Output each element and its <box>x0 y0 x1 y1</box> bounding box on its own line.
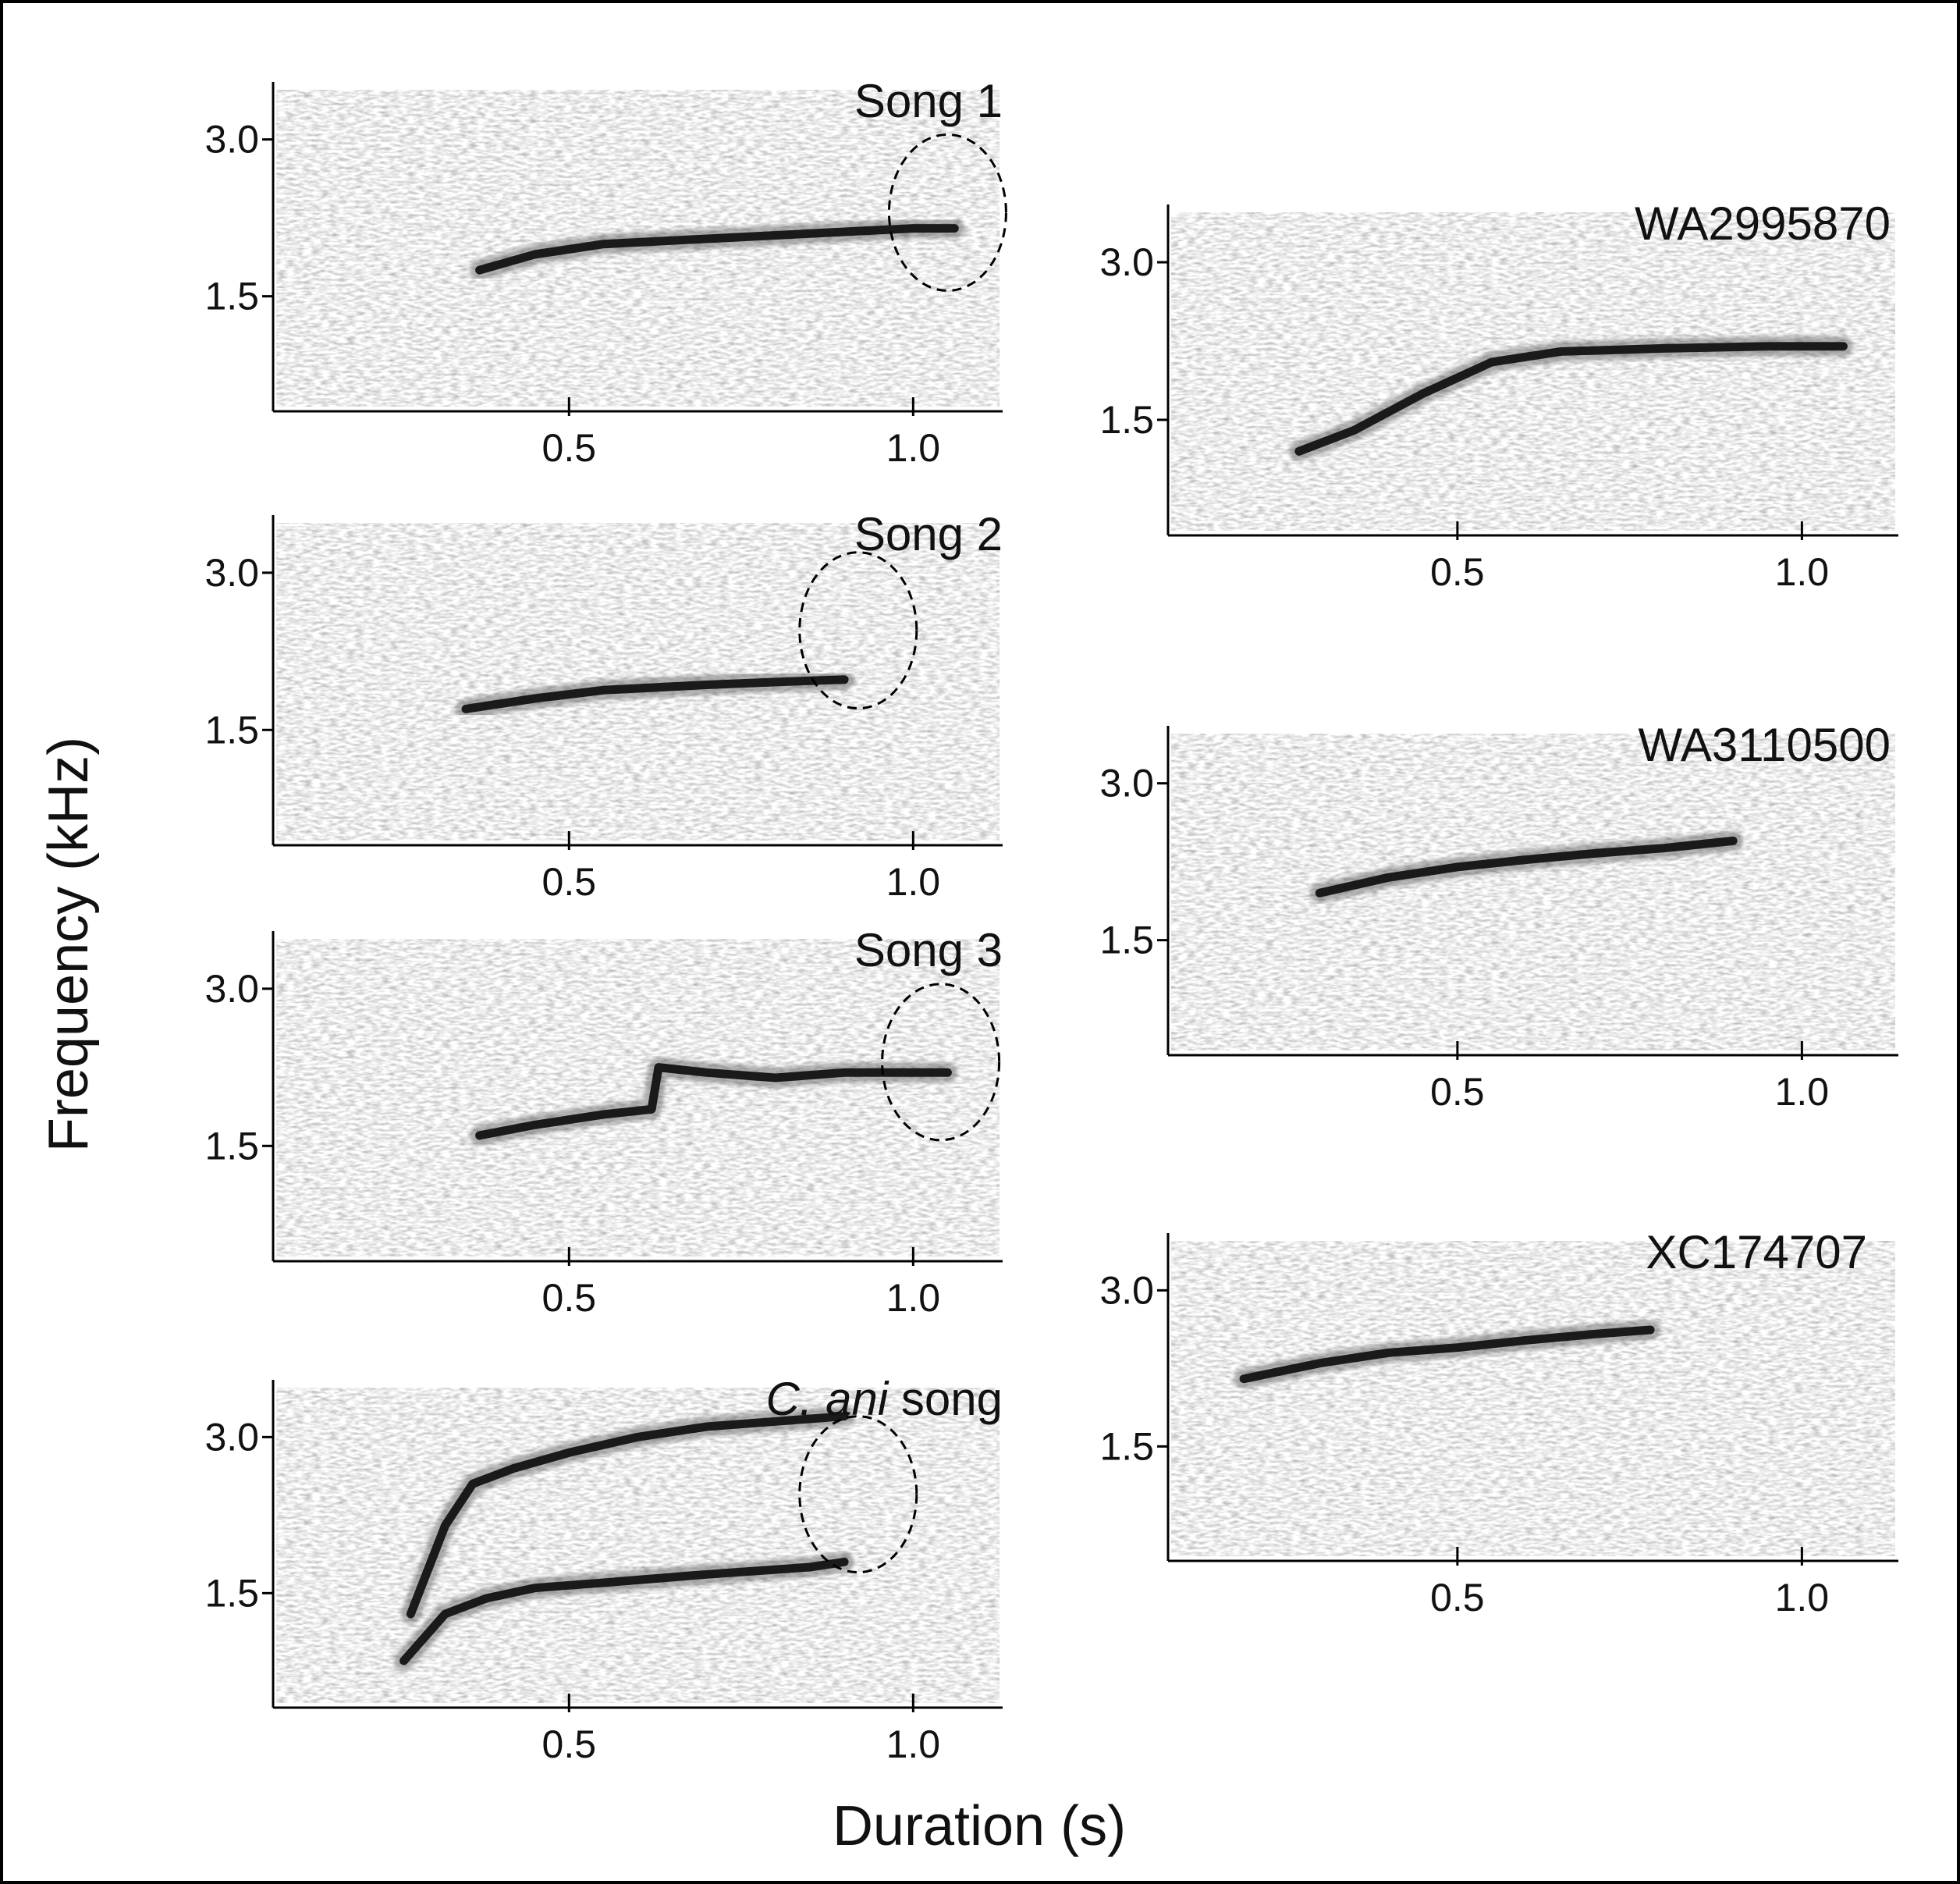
x-tick-label: 1.0 <box>886 1276 941 1320</box>
y-tick-label: 1.5 <box>1099 919 1154 962</box>
spectrogram-panel: 1.5 3.0 0.5 1.0 Song 3 <box>204 924 1003 1320</box>
y-tick-label: 1.5 <box>204 708 259 752</box>
y-tick-label: 3.0 <box>1099 240 1154 284</box>
panel-title: XC174707 <box>1646 1226 1867 1278</box>
spectrogram-noise <box>1171 212 1895 531</box>
x-tick-label: 0.5 <box>1430 1576 1485 1619</box>
series-line <box>475 1063 952 1140</box>
y-tick-label: 1.5 <box>1099 1424 1154 1468</box>
highlight-ellipse <box>887 133 1007 292</box>
y-tick-label: 3.0 <box>1099 1268 1154 1312</box>
y-tick-label: 3.0 <box>204 1415 259 1459</box>
panel-title: C. ani song <box>765 1373 1003 1425</box>
series-line <box>1239 1325 1655 1384</box>
y-tick-label: 3.0 <box>1099 762 1154 805</box>
spectrogram-panel: 1.5 3.0 0.5 1.0 C. ani song <box>204 1373 1003 1766</box>
panel-title-species: C. ani <box>765 1373 889 1425</box>
y-tick-label: 3.0 <box>204 551 259 595</box>
panel-title: WA2995870 <box>1635 197 1891 250</box>
series-line <box>406 1412 849 1619</box>
panel-title-suffix: song <box>888 1373 1003 1425</box>
spectrogram-panel: 1.5 3.0 0.5 1.0 Song 2 <box>204 508 1003 904</box>
x-tick-label: 1.0 <box>886 426 941 470</box>
x-tick-label: 0.5 <box>1430 1070 1485 1114</box>
y-axis-title: Frequency (kHz) <box>37 737 100 1152</box>
y-tick-label: 1.5 <box>204 275 259 318</box>
spectrogram-panel: 1.5 3.0 0.5 1.0 Song 1 <box>204 75 1007 470</box>
panel-title: Song 3 <box>854 924 1003 976</box>
x-tick-label: 0.5 <box>1430 550 1485 594</box>
panel-title: WA3110500 <box>1638 719 1891 771</box>
spectrogram-noise <box>1171 734 1895 1050</box>
spectrogram-noise <box>276 939 1000 1257</box>
x-axis-title: Duration (s) <box>833 1795 1126 1857</box>
panels-group: 1.5 3.0 0.5 1.0 Song 1 1.5 3.0 0.5 1.0 Song 2 1.5 3… <box>204 75 1898 1766</box>
x-tick-label: 1.0 <box>1775 1070 1830 1114</box>
x-tick-label: 0.5 <box>542 1276 597 1320</box>
spectrogram-panel: 1.5 3.0 0.5 1.0 WA2995870 <box>1099 197 1898 594</box>
x-tick-label: 1.0 <box>886 860 941 904</box>
series-line <box>461 675 849 713</box>
y-tick-label: 3.0 <box>204 967 259 1011</box>
series-line <box>399 1557 849 1665</box>
y-tick-label: 1.5 <box>204 1124 259 1168</box>
x-tick-label: 0.5 <box>542 860 597 904</box>
highlight-ellipse <box>798 1415 918 1574</box>
x-tick-label: 1.0 <box>1775 1576 1830 1619</box>
highlight-ellipse <box>881 983 1001 1142</box>
x-tick-label: 0.5 <box>542 426 597 470</box>
x-tick-label: 0.5 <box>542 1722 597 1766</box>
highlight-ellipse <box>798 551 918 710</box>
series-line <box>1315 836 1738 898</box>
series-line <box>475 224 959 275</box>
series-line <box>1294 342 1848 456</box>
y-tick-label: 1.5 <box>1099 398 1154 442</box>
panel-title: Song 2 <box>854 508 1003 560</box>
spectrogram-panel: 1.5 3.0 0.5 1.0 XC174707 <box>1099 1226 1898 1619</box>
x-tick-label: 1.0 <box>886 1722 941 1766</box>
y-tick-label: 3.0 <box>204 118 259 162</box>
spectrogram-noise <box>1171 1241 1895 1556</box>
spectrogram-panel: 1.5 3.0 0.5 1.0 WA3110500 <box>1099 719 1898 1114</box>
y-tick-label: 1.5 <box>204 1571 259 1615</box>
panel-title: Song 1 <box>854 75 1003 127</box>
x-tick-label: 1.0 <box>1775 550 1830 594</box>
